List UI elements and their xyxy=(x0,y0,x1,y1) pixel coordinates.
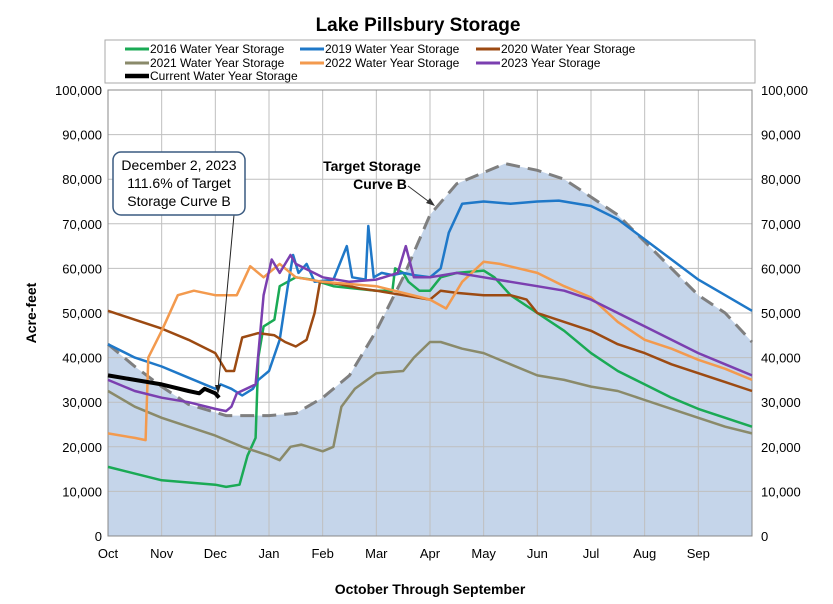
y-tick-label-left: 90,000 xyxy=(62,128,102,143)
legend-label: 2023 Year Storage xyxy=(501,56,601,70)
series-line-2019-water-year-storage xyxy=(107,199,753,397)
legend-label: 2020 Water Year Storage xyxy=(501,42,636,56)
y-tick-label-left: 50,000 xyxy=(62,306,102,321)
y-tick-label-right: 90,000 xyxy=(761,128,801,143)
legend-box xyxy=(104,39,756,84)
series-line-2020-water-year-storage xyxy=(107,280,753,393)
legend: 2016 Water Year Storage 2019 Water Year S… xyxy=(104,39,756,84)
annotation-arrowhead xyxy=(215,385,221,394)
legend-label: Current Water Year Storage xyxy=(150,69,298,83)
legend-label: 2016 Water Year Storage xyxy=(150,42,285,56)
y-tick-label-right: 30,000 xyxy=(761,395,801,410)
y-tick-label-left: 0 xyxy=(95,529,102,544)
x-tick-label: Jun xyxy=(527,546,548,561)
x-tick-label: May xyxy=(471,546,496,561)
y-tick-label-left: 80,000 xyxy=(62,172,102,187)
y-axis-label: Acre-feet xyxy=(23,282,39,343)
y-tick-label-left: 40,000 xyxy=(62,351,102,366)
annotation-text: Storage Curve B xyxy=(127,193,231,209)
annotation-arrow xyxy=(217,214,235,391)
x-tick-label: Oct xyxy=(98,546,119,561)
legend-label: 2022 Water Year Storage xyxy=(325,56,460,70)
y-tick-label-left: 20,000 xyxy=(62,440,102,455)
y-tick-label-right: 80,000 xyxy=(761,172,801,187)
series-line-current-water-year-storage xyxy=(107,373,221,400)
x-tick-label: Aug xyxy=(633,546,656,561)
x-tick-label: Sep xyxy=(687,546,710,561)
y-tick-label-right: 70,000 xyxy=(761,217,801,232)
x-tick-label: Nov xyxy=(150,546,174,561)
y-tick-label-left: 10,000 xyxy=(62,484,102,499)
annotation-text: 111.6% of Target xyxy=(127,175,231,191)
y-tick-label-left: 70,000 xyxy=(62,217,102,232)
y-tick-label-right: 10,000 xyxy=(761,484,801,499)
series-line-2023-year-storage xyxy=(107,244,753,413)
y-tick-label-left: 60,000 xyxy=(62,261,102,276)
annotation-text: December 2, 2023 xyxy=(121,157,236,173)
y-tick-label-left: 100,000 xyxy=(55,83,102,98)
chart-title: Lake Pillsbury Storage xyxy=(316,15,521,36)
x-tick-label: Mar xyxy=(365,546,388,561)
x-tick-label: Dec xyxy=(204,546,228,561)
y-tick-label-right: 100,000 xyxy=(761,83,808,98)
plot-area: 0 0 10,000 10,000 20,000 20,000 30,000 30,000 40… xyxy=(55,83,808,561)
series-line-2016-water-year-storage xyxy=(107,267,753,489)
series-line-2021-water-year-storage xyxy=(107,340,753,462)
legend-label: 2021 Water Year Storage xyxy=(150,56,285,70)
x-tick-label: Apr xyxy=(420,546,441,561)
x-tick-label: Jan xyxy=(259,546,280,561)
x-tick-label: Feb xyxy=(311,546,333,561)
y-tick-label-right: 60,000 xyxy=(761,261,801,276)
series-line-2022-water-year-storage xyxy=(107,260,753,442)
y-tick-label-right: 40,000 xyxy=(761,351,801,366)
y-tick-label-right: 0 xyxy=(761,529,768,544)
legend-label: 2019 Water Year Storage xyxy=(325,42,460,56)
target-curve-label: Target Storage xyxy=(323,158,421,174)
plot-border xyxy=(107,89,753,537)
x-axis-label: October Through September xyxy=(335,581,526,597)
annotation-box xyxy=(112,151,246,216)
target-curve-label: Curve B xyxy=(353,176,407,192)
y-tick-label-right: 50,000 xyxy=(761,306,801,321)
x-tick-label: Jul xyxy=(583,546,600,561)
y-tick-label-right: 20,000 xyxy=(761,440,801,455)
y-tick-label-left: 30,000 xyxy=(62,395,102,410)
target-label-arrowhead xyxy=(426,198,435,206)
target-curve-line xyxy=(107,162,754,418)
